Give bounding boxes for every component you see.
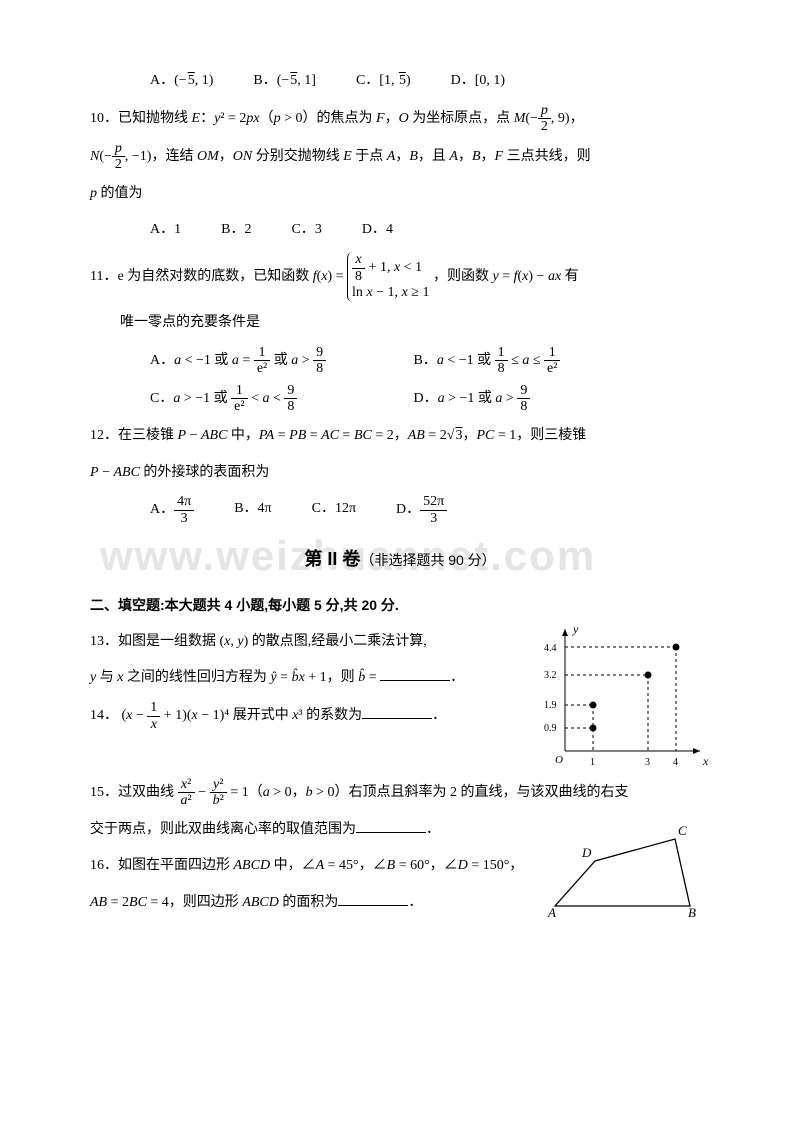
q12-stem-1: 12．在三棱锥 P − ABC 中，PA = PB = AC = BC = 2，… [90, 421, 710, 452]
q10-stem-1: 10．已知抛物线 E：y² = 2px（p > 0）的焦点为 F，O 为坐标原点… [90, 103, 710, 135]
q12-d: D．52π3 [396, 494, 447, 526]
svg-text:B: B [688, 905, 696, 920]
q11-stem-1: 11．e 为自然对数的底数，已知函数 f(x) = x8 + 1, x < 1 … [90, 252, 710, 302]
q9-a: A．(−5, 1) [150, 66, 213, 97]
q10-c: C．3 [291, 215, 321, 246]
svg-text:1.9: 1.9 [544, 700, 557, 711]
svg-text:A: A [547, 905, 556, 920]
q12-b: B．4π [234, 494, 271, 526]
svg-text:3.2: 3.2 [544, 670, 557, 681]
svg-text:4.4: 4.4 [544, 643, 557, 654]
svg-text:x: x [702, 754, 709, 768]
q15-line1: 15．过双曲线 x²a² − y²b² = 1（a > 0，b > 0）右顶点且… [90, 777, 710, 809]
q9-options: A．(−5, 1) B．(−5, 1] C．[1, 5) D．[0, 1) [150, 66, 710, 97]
q12-a: A．4π3 [150, 494, 194, 526]
q12-options: A．4π3 B．4π C．12π D．52π3 [150, 494, 710, 526]
q10-stem-3: p 的值为 [90, 179, 710, 210]
q11-options-cd: C．a > −1 或 1e² < a < 98 D．a > −1 或 a > 9… [150, 383, 710, 415]
q11-b: B．a < −1 或 18 ≤ a ≤ 1e² [414, 353, 561, 368]
q9-d: D．[0, 1) [451, 66, 505, 97]
q14-blank [362, 704, 432, 719]
q15-blank [356, 818, 426, 833]
svg-text:y: y [572, 622, 579, 636]
svg-text:0.9: 0.9 [544, 723, 557, 734]
svg-text:1: 1 [590, 757, 595, 768]
q13-blank [380, 666, 450, 681]
q11-a: A．a < −1 或 a = 1e² 或 a > 98 [150, 345, 410, 377]
svg-text:4: 4 [673, 757, 678, 768]
q12-c: C．12π [312, 494, 356, 526]
scatter-figure: x y O 4.4 3.2 1.9 0.9 1 3 4 [540, 621, 710, 771]
q11-stem-2: 唯一零点的充要条件是 [120, 308, 710, 339]
svg-text:D: D [581, 845, 592, 860]
q9-b: B．(−5, 1] [253, 66, 316, 97]
q10-d: D．4 [362, 215, 393, 246]
section-title: 第 II 卷（非选择题共 90 分） [90, 540, 710, 580]
q11-options-ab: A．a < −1 或 a = 1e² 或 a > 98 B．a < −1 或 1… [150, 345, 710, 377]
q10-b: B．2 [221, 215, 251, 246]
q16-blank [338, 891, 408, 906]
svg-text:3: 3 [645, 757, 650, 768]
q10-stem-2: N(−p2, −1)，连结 OM，ON 分别交抛物线 E 于点 A，B，且 A，… [90, 141, 710, 173]
q9-c: C．[1, 5) [356, 66, 411, 97]
q10-a: A．1 [150, 215, 181, 246]
q11-d: D．a > −1 或 a > 98 [414, 391, 531, 406]
q12-stem-2: P − ABC 的外接球的表面积为 [90, 458, 710, 489]
svg-text:O: O [555, 754, 563, 766]
q11-c: C．a > −1 或 1e² < a < 98 [150, 383, 410, 415]
quadrilateral-figure: A B C D [540, 821, 710, 921]
q10-options: A．1 B．2 C．3 D．4 [150, 215, 710, 246]
svg-text:C: C [678, 823, 687, 838]
fill-head: 二、填空题:本大题共 4 小题,每小题 5 分,共 20 分. [90, 590, 710, 621]
